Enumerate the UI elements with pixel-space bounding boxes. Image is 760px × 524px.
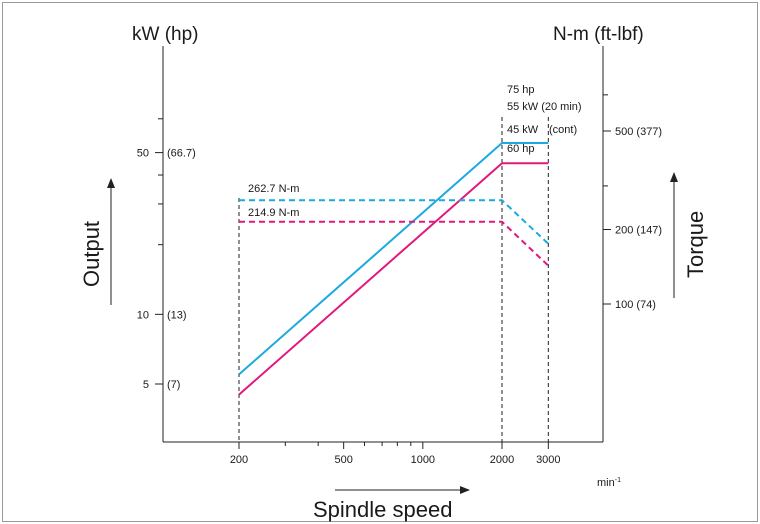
left-tick-label: 50 — [137, 148, 149, 160]
x-tick-label: 2000 — [490, 454, 514, 466]
annotation-torque-magenta: 214.9 N-m — [248, 207, 299, 219]
output-series-line — [238, 142, 549, 376]
left-tick-sublabel: (7) — [167, 379, 180, 391]
axes — [162, 46, 604, 443]
guide-lines — [238, 117, 549, 442]
output-title: Output — [79, 221, 104, 287]
annotation-hp-low: 60 hp — [507, 143, 535, 155]
output-arrow-head — [107, 178, 115, 188]
torque-series-line — [239, 199, 549, 245]
right-unit-title: N-m (ft-lbf) — [553, 24, 644, 45]
x-ticks: 200 500 1000 2000 3000 — [230, 442, 561, 466]
torque-arrow-head — [670, 172, 678, 182]
x-tick-label: 200 — [230, 454, 248, 466]
annotations: 262.7 N-m 214.9 N-m 75 hp 55 kW (20 min)… — [248, 84, 582, 219]
x-tick-label: 500 — [334, 454, 352, 466]
annotation-cont: (cont) — [549, 124, 577, 136]
annotation-torque-blue: 262.7 N-m — [248, 183, 299, 195]
right-tick-label: 500 (377) — [615, 126, 662, 138]
series-group — [238, 142, 549, 396]
torque-axis-title: Torque — [670, 172, 708, 298]
output-axis-title: Output — [79, 178, 115, 305]
left-tick-sublabel: (13) — [167, 309, 187, 321]
left-ticks: 5 (7) 10 (13) 50 (66.7) — [137, 118, 196, 391]
left-unit-title: kW (hp) — [132, 24, 199, 45]
right-tick-label: 100 (74) — [615, 299, 656, 311]
left-tick-label: 10 — [137, 309, 149, 321]
right-tick-label: 200 (147) — [615, 224, 662, 236]
x-tick-label: 3000 — [536, 454, 560, 466]
output-series-line — [238, 162, 549, 396]
x-tick-label: 1000 — [411, 454, 435, 466]
annotation-hp-high: 75 hp — [507, 84, 535, 96]
left-tick-label: 5 — [143, 379, 149, 391]
torque-title: Torque — [683, 211, 708, 278]
x-unit-label: min-1 — [597, 477, 621, 489]
left-tick-sublabel: (66.7) — [167, 148, 196, 160]
x-title: Spindle speed — [313, 497, 452, 522]
annotation-kw-high: 55 kW (20 min) — [507, 101, 582, 113]
annotation-kw-cont: 45 kW — [507, 124, 539, 136]
torque-series-line — [239, 220, 549, 267]
x-axis-title: Spindle speed — [313, 486, 470, 522]
right-ticks: 100 (74) 200 (147) 500 (377) — [603, 94, 662, 311]
x-arrow-head — [460, 486, 470, 494]
